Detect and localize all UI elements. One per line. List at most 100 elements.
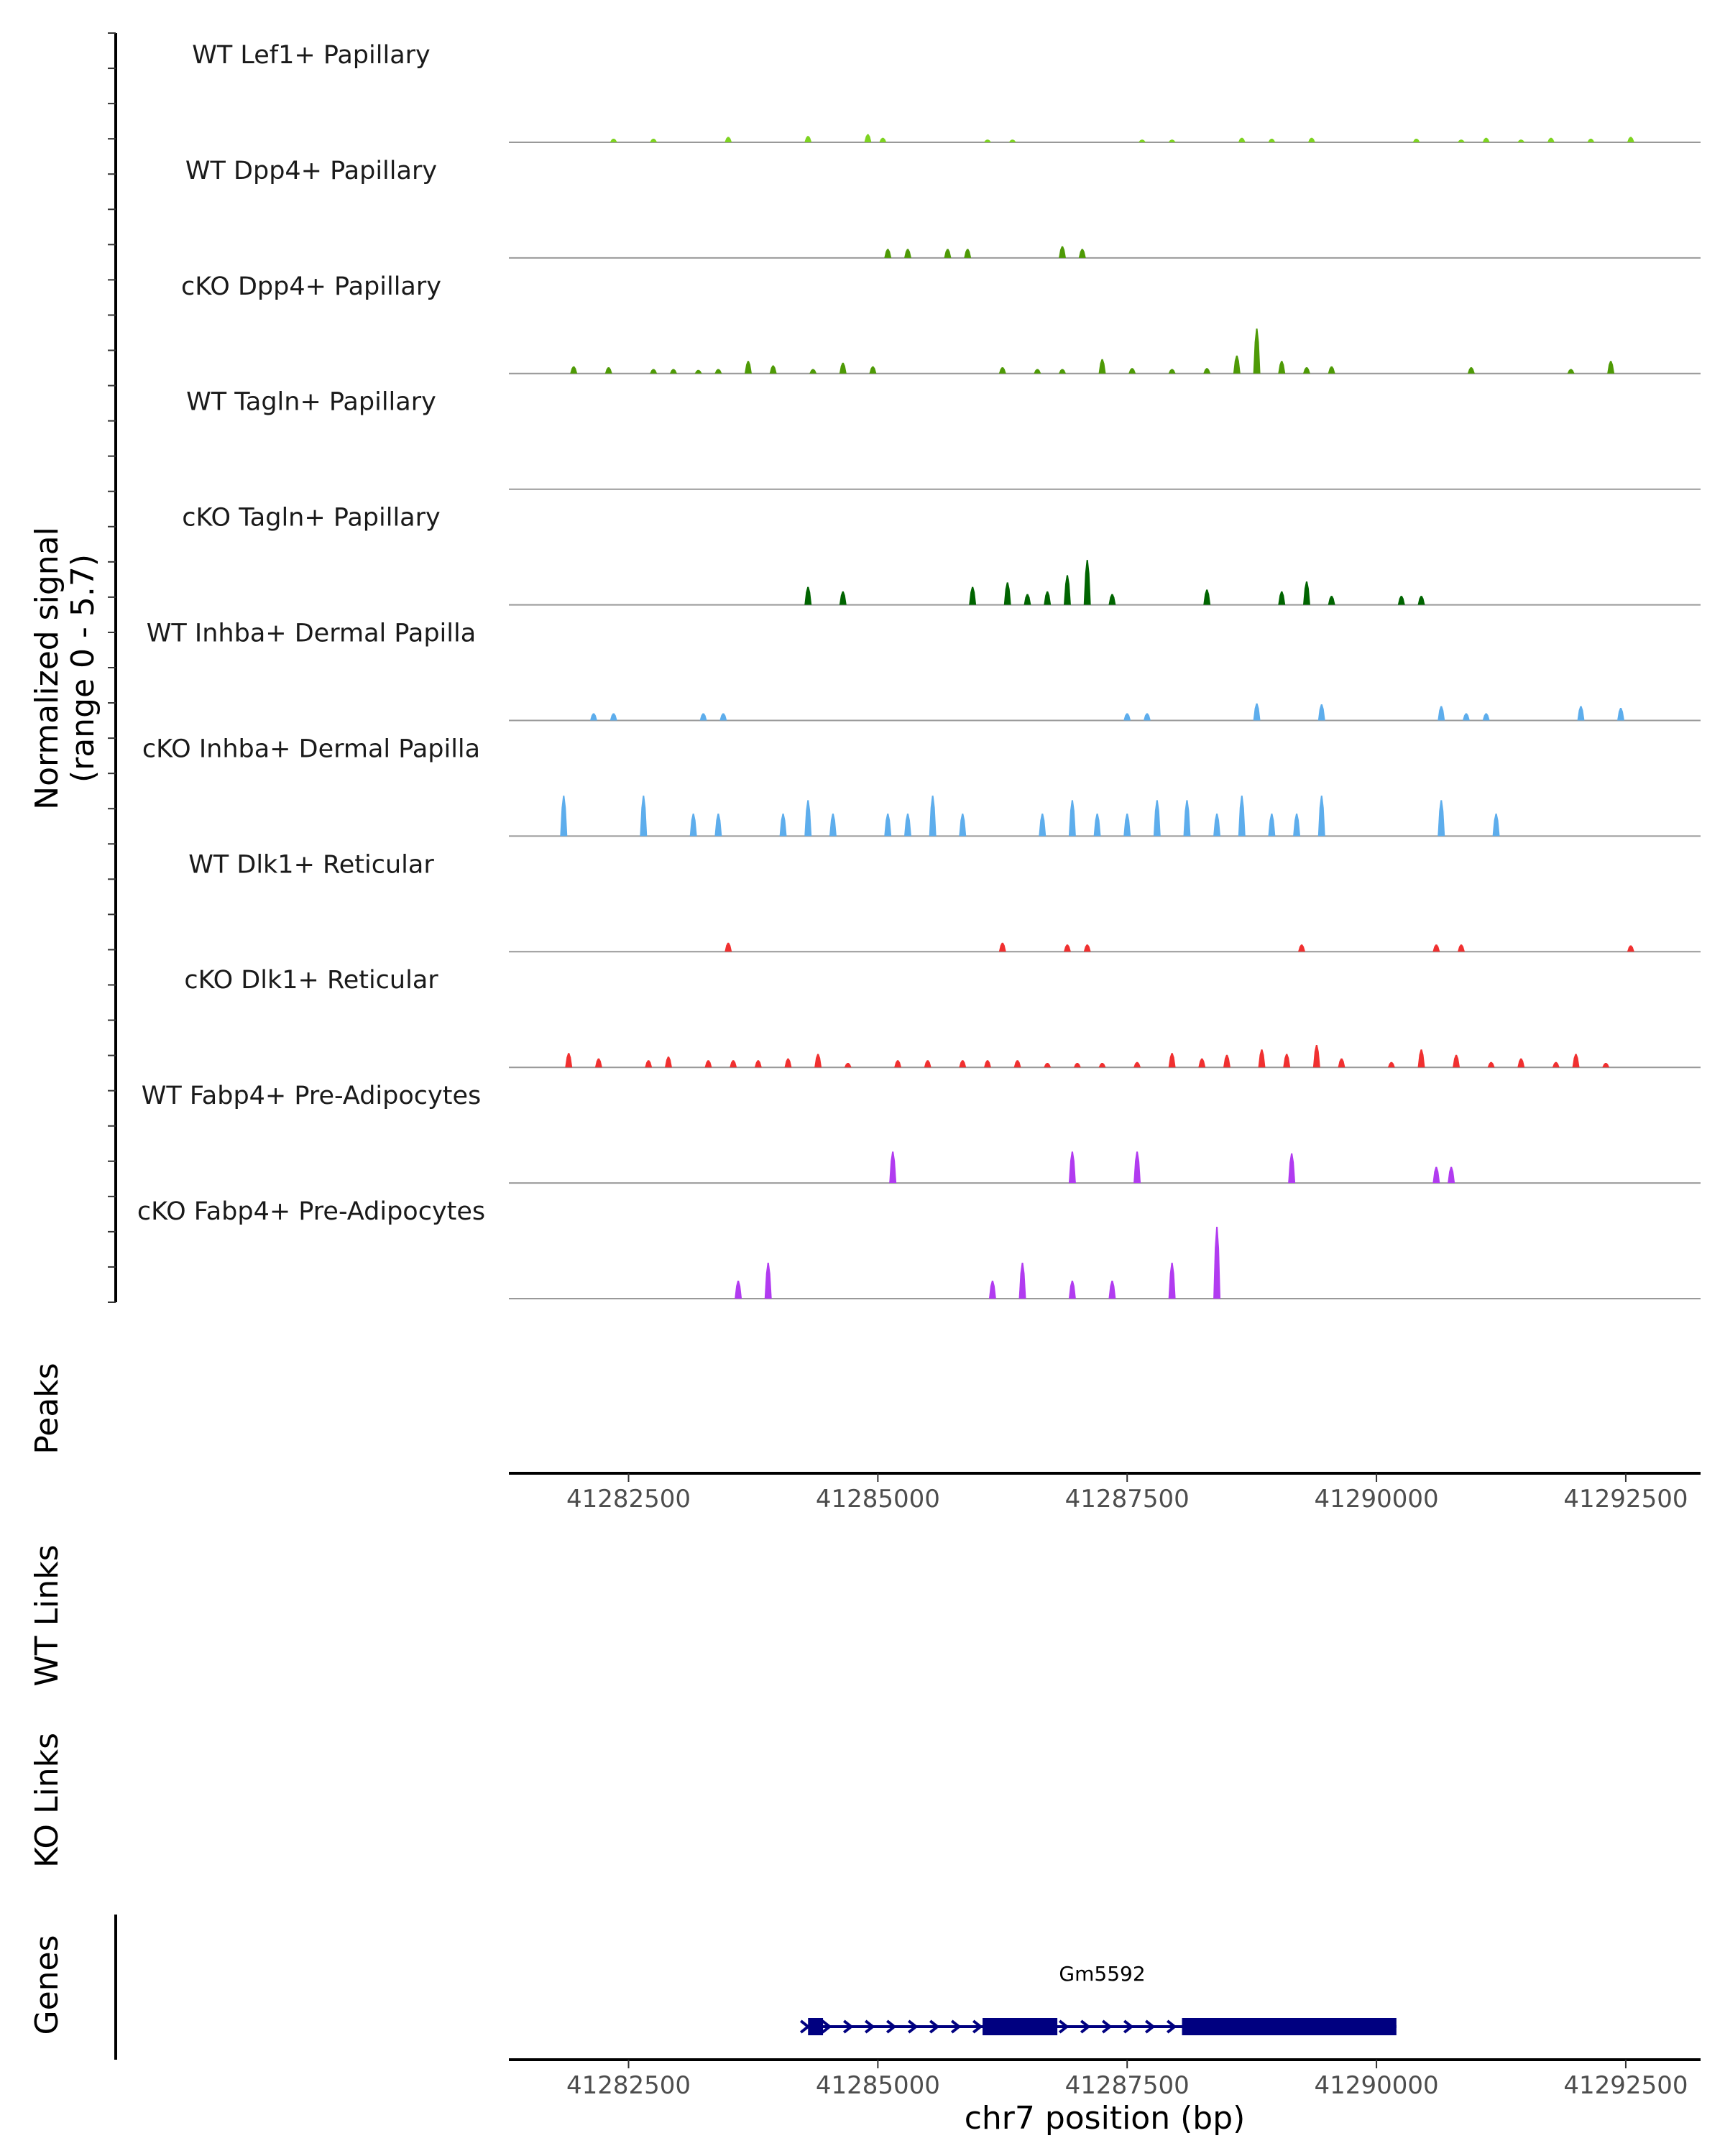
coverage-peak <box>1083 560 1091 605</box>
coverage-peak <box>1278 361 1286 374</box>
coverage-peak <box>884 249 892 258</box>
strand-arrow <box>907 2019 919 2034</box>
coverage-peak <box>610 139 617 142</box>
gene-exon <box>1182 2018 1397 2035</box>
x-axis-tick-label: 41285000 <box>816 1485 940 1514</box>
coverage-peak <box>724 942 732 952</box>
x-axis-tick-label: 41290000 <box>1315 1485 1439 1514</box>
coverage-peak <box>1567 369 1575 374</box>
coverage-peak <box>1278 591 1286 605</box>
coverage-peak <box>998 942 1006 952</box>
coverage-peak <box>1293 814 1301 837</box>
coverage-peak <box>1283 1054 1291 1068</box>
coverage-peak <box>1302 367 1310 374</box>
coverage-peak <box>764 1263 772 1299</box>
coverage-peak <box>1587 139 1595 142</box>
coverage-peak <box>694 369 702 374</box>
x-axis-tick-label: 41287500 <box>1065 1485 1190 1514</box>
coverage-peak <box>1238 137 1246 142</box>
coverage-peak <box>754 1060 762 1068</box>
coverage-peak <box>689 814 697 837</box>
coverage-peak <box>1552 1061 1560 1068</box>
strand-arrow <box>1101 2019 1113 2034</box>
coverage-peak <box>929 796 937 837</box>
coverage-peak <box>814 1054 822 1068</box>
coverage-peak <box>1133 1151 1141 1184</box>
coverage-peak <box>719 713 727 721</box>
track-label: WT Tagln+ Papillary <box>186 388 436 417</box>
x-axis-title: chr7 position (bp) <box>965 2100 1246 2137</box>
track-label: WT Inhba+ Dermal Papilla <box>147 619 476 648</box>
coverage-peak <box>1039 814 1046 837</box>
coverage-peak <box>1078 249 1086 258</box>
coverage-peak <box>1123 814 1131 837</box>
coverage-peak <box>804 800 812 837</box>
coverage-peak <box>1013 1060 1021 1068</box>
coverage-peak <box>1627 137 1634 142</box>
coverage-peak <box>610 713 617 721</box>
coverage-peak <box>1417 596 1425 605</box>
y-axis-title-line1: Normalized signal <box>29 527 65 810</box>
coverage-peak <box>804 586 812 605</box>
coverage-peak <box>704 1060 712 1068</box>
coverage-peak <box>1432 944 1440 952</box>
coverage-peak <box>988 1281 996 1299</box>
track-wt-inhba-dermal-papilla: WT Inhba+ Dermal Papilla <box>147 619 1701 722</box>
track-label: cKO Fabp4+ Pre-Adipocytes <box>137 1197 485 1226</box>
coverage-peak <box>1268 139 1276 142</box>
coverage-peak <box>1328 596 1335 605</box>
coverage-peak <box>1098 1062 1106 1068</box>
coverage-peak <box>1547 137 1555 142</box>
coverage-peak <box>894 1060 902 1068</box>
coverage-peak <box>1438 706 1445 721</box>
coverage-peak <box>784 1058 792 1068</box>
coverage-peak <box>1068 1151 1076 1184</box>
coverage-peak <box>1168 139 1176 142</box>
x-axis-tick-label: 41292500 <box>1563 1485 1688 1514</box>
coverage-peak <box>1338 1058 1346 1068</box>
coverage-peak <box>1123 713 1131 721</box>
strand-arrow <box>1166 2019 1177 2034</box>
x-axis-tick-label: 41282500 <box>566 2071 691 2100</box>
coverage-peak <box>879 137 887 142</box>
coverage-peak <box>839 591 847 605</box>
strand-arrow <box>1123 2019 1134 2034</box>
track-cko-dlk1-reticular: cKO Dlk1+ Reticular <box>184 966 1701 1069</box>
track-cko-tagln-papillary: cKO Tagln+ Papillary <box>182 504 1701 606</box>
coverage-peak <box>1458 139 1465 142</box>
gene-name-label: Gm5592 <box>1059 1962 1145 1986</box>
x-axis-tick-label: 41287500 <box>1065 2071 1190 2100</box>
coverage-peak <box>1153 800 1161 837</box>
strand-arrow <box>821 2019 832 2034</box>
coverage-peak <box>1093 814 1101 837</box>
coverage-peak <box>944 249 952 258</box>
coverage-peak <box>560 796 568 837</box>
coverage-peak <box>1198 1058 1206 1068</box>
coverage-peak <box>1253 328 1261 374</box>
coverage-peak <box>1068 800 1076 837</box>
coverage-peak <box>1317 796 1325 837</box>
ko-links-panel-label: KO Links <box>29 1733 65 1868</box>
coverage-peak <box>829 814 837 837</box>
x-axis-tick-label: 41290000 <box>1315 2071 1439 2100</box>
coverage-peak <box>1627 945 1634 952</box>
x-axis-tick-label: 41292500 <box>1563 2071 1688 2100</box>
genes-panel-label: Genes <box>29 1935 65 2035</box>
coverage-peak <box>844 1062 852 1068</box>
track-label: cKO Dlk1+ Reticular <box>184 966 438 995</box>
coverage-peak <box>745 361 752 374</box>
track-label: WT Fabp4+ Pre-Adipocytes <box>142 1082 481 1110</box>
x-axis-tick-label: 41285000 <box>816 2071 940 2100</box>
coverage-peak <box>669 369 677 374</box>
coverage-peak <box>735 1281 742 1299</box>
track-label: WT Dpp4+ Papillary <box>185 157 437 185</box>
coverage-peak <box>998 367 1006 374</box>
coverage-peak <box>1467 367 1475 374</box>
track-label: WT Dlk1+ Reticular <box>188 850 434 879</box>
coverage-peak <box>1008 139 1016 142</box>
coverage-peak <box>714 814 722 837</box>
gene-model: Gm5592 <box>799 1962 1397 2035</box>
coverage-peak <box>1517 1058 1525 1068</box>
coverage-peak <box>1312 1044 1320 1068</box>
coverage-peak <box>1617 708 1624 721</box>
